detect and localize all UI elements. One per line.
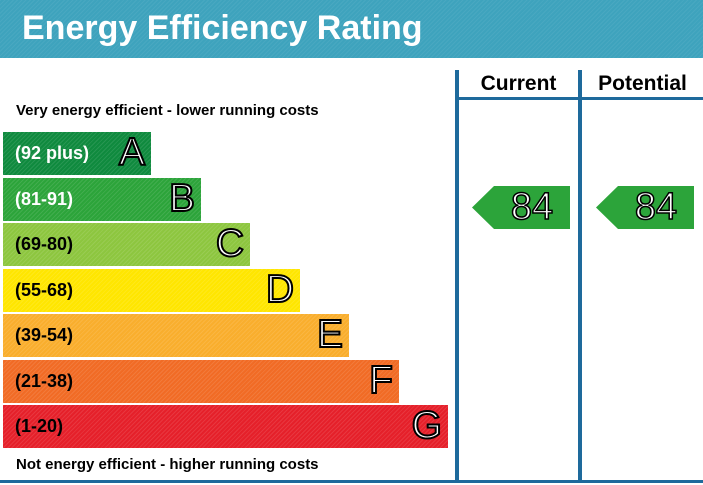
band-g: (1-20) G — [3, 403, 448, 448]
current-rating-arrow: 84 — [472, 185, 570, 229]
potential-rating-arrow-fill — [596, 186, 694, 229]
band-range-label: (92 plus) — [15, 143, 90, 163]
band-range-label: (39-54) — [15, 325, 74, 345]
column-header-line — [459, 97, 703, 100]
column-divider-left — [455, 70, 459, 483]
current-rating-arrow-fill — [472, 186, 570, 229]
band-letter: E — [316, 312, 344, 357]
bottom-note: Not energy efficient - higher running co… — [16, 456, 319, 473]
band-letter: G — [411, 403, 443, 448]
band-f: (21-38) F — [3, 358, 399, 403]
band-range-label: (21-38) — [15, 371, 74, 391]
current-rating-value: 84 — [510, 185, 554, 229]
potential-rating-arrow-shape — [596, 186, 694, 229]
current-rating-arrow-shape — [472, 186, 570, 229]
header-banner: Energy Efficiency Rating — [0, 0, 703, 58]
current-column-header: Current — [480, 72, 557, 95]
potential-rating-value: 84 — [634, 185, 678, 229]
bottom-border — [0, 480, 703, 483]
band-d: (55-68) D — [3, 267, 300, 312]
band-range-label: (1-20) — [15, 416, 64, 436]
band-b: (81-91) B — [3, 176, 201, 221]
page-title: Energy Efficiency Rating — [22, 9, 423, 47]
column-divider-middle — [578, 70, 582, 483]
potential-column-header: Potential — [598, 72, 687, 95]
potential-rating-arrow: 84 — [596, 185, 694, 229]
band-letter: D — [265, 267, 295, 312]
band-range-label: (55-68) — [15, 280, 74, 300]
band-e: (39-54) E — [3, 312, 349, 357]
band-letter: C — [215, 221, 245, 266]
band-letter: A — [118, 130, 146, 175]
band-a: (92 plus) A — [3, 130, 151, 175]
band-range-label: (81-91) — [15, 189, 74, 209]
band-c: (69-80) C — [3, 221, 250, 266]
band-letter: F — [368, 358, 394, 403]
top-note: Very energy efficient - lower running co… — [16, 102, 319, 119]
band-letter: B — [168, 176, 196, 221]
band-range-label: (69-80) — [15, 234, 74, 254]
